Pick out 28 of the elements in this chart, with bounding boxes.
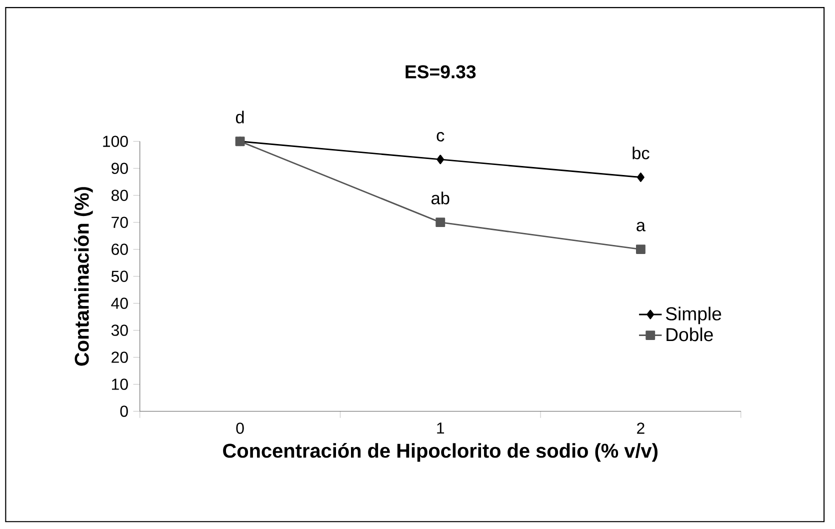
chart-title: ES=9.33 — [406, 65, 476, 78]
y-tick-label: 0 — [120, 406, 128, 417]
annotation: c — [436, 132, 444, 142]
y-tick-label: 70 — [112, 216, 128, 228]
point — [636, 172, 644, 182]
y-axis-title: Contaminación (%) — [74, 186, 93, 366]
y-tick-label: 50 — [111, 270, 128, 282]
y-tick-label: 20 — [112, 352, 128, 363]
y-tick-label: 60 — [112, 244, 128, 255]
x-tick-label: 1 — [437, 422, 444, 434]
point — [636, 244, 646, 254]
y-tick-label: 100 — [103, 136, 128, 147]
x-axis-title: Concentración de Hipoclorito de sodio (% v/v) — [223, 442, 658, 462]
y-tick-label: 10 — [112, 378, 128, 390]
x-tick-label: 0 — [236, 422, 244, 434]
x-tick-label: 2 — [637, 422, 644, 434]
y-tick-label: 90 — [112, 162, 128, 174]
legend-label: Simple — [666, 306, 722, 324]
annotation: bc — [632, 146, 650, 160]
y-tick-label: 30 — [111, 324, 128, 336]
annotation: d — [236, 110, 244, 124]
y-tick-label: 80 — [111, 190, 128, 201]
annotation: ab — [432, 192, 450, 204]
annotation: a — [636, 222, 646, 232]
point — [436, 218, 446, 227]
point — [436, 154, 444, 164]
y-tick-label: 40 — [111, 298, 128, 309]
legend-label: Doble — [666, 327, 713, 342]
